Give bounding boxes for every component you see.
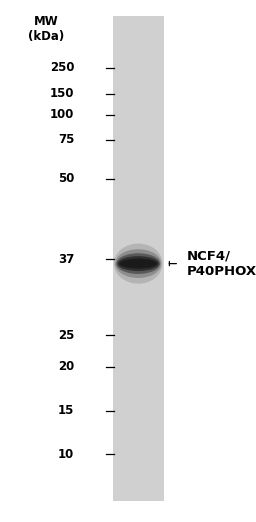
Ellipse shape xyxy=(115,250,161,278)
Text: 50: 50 xyxy=(58,172,74,185)
Text: 75: 75 xyxy=(58,134,74,146)
Text: MW
(kDa): MW (kDa) xyxy=(28,15,64,43)
Ellipse shape xyxy=(119,258,157,269)
Text: 10: 10 xyxy=(58,448,74,460)
Text: 37: 37 xyxy=(58,253,74,266)
Text: 25: 25 xyxy=(58,329,74,341)
Ellipse shape xyxy=(118,256,159,271)
Ellipse shape xyxy=(116,253,160,274)
Text: 100: 100 xyxy=(50,109,74,121)
Text: 15: 15 xyxy=(58,405,74,417)
Ellipse shape xyxy=(121,260,155,267)
Ellipse shape xyxy=(114,244,163,284)
Text: 250: 250 xyxy=(50,62,74,74)
Bar xyxy=(113,16,164,501)
Text: 150: 150 xyxy=(50,88,74,100)
Text: 20: 20 xyxy=(58,361,74,373)
Text: NCF4/
P40PHOX: NCF4/ P40PHOX xyxy=(187,249,256,278)
